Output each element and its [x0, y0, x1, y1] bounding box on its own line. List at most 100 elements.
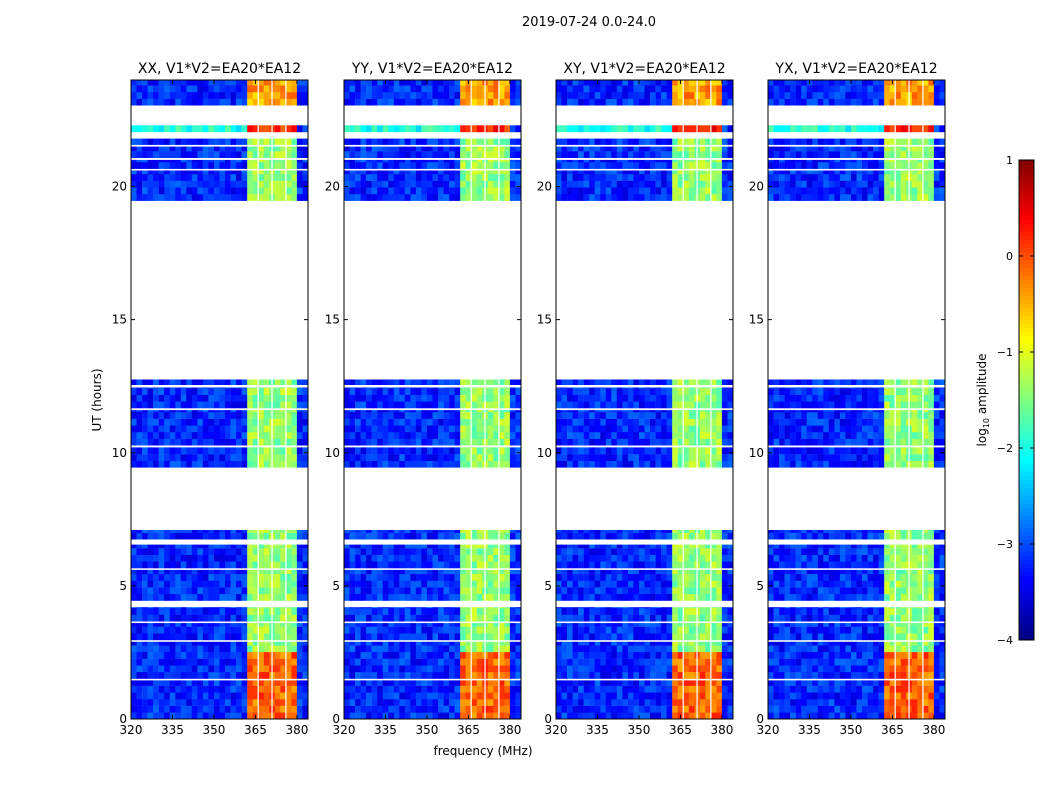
heatmap-cell — [302, 685, 309, 693]
heatmap-cell — [153, 608, 159, 615]
heatmap-cell — [230, 194, 237, 201]
heatmap-cell — [360, 162, 367, 169]
heatmap-cell — [393, 180, 400, 188]
heatmap-cell — [136, 633, 143, 641]
heatmap-cell — [191, 607, 198, 609]
heatmap-cell — [465, 573, 472, 581]
heatmap-cell — [438, 665, 444, 673]
heatmap-cell — [382, 170, 389, 175]
heatmap-cell — [594, 626, 601, 634]
heatmap-cell — [493, 658, 500, 666]
heatmap-cell — [202, 641, 209, 646]
heatmap-cell — [366, 187, 372, 195]
heatmap-cell — [186, 712, 193, 720]
heatmap-cell — [622, 658, 629, 666]
heatmap-cell — [454, 170, 461, 175]
heatmap-cell — [153, 561, 159, 569]
heatmap-cell — [291, 651, 298, 659]
heatmap-cell — [377, 180, 383, 188]
heatmap-cell — [498, 394, 505, 402]
heatmap-cell — [296, 454, 303, 461]
heatmap-cell — [454, 80, 461, 86]
heatmap-cell — [572, 548, 579, 555]
heatmap-cell — [393, 554, 400, 562]
heatmap-cell — [515, 92, 522, 99]
heatmap-cell — [225, 530, 231, 533]
heatmap-cell — [296, 671, 303, 679]
heatmap-cell — [404, 379, 411, 385]
heatmap-cell — [131, 685, 137, 693]
heatmap-cell — [349, 418, 356, 426]
heatmap-cell — [186, 580, 193, 588]
heatmap-cell — [274, 651, 281, 659]
heatmap-cell — [382, 641, 389, 646]
heatmap-cell — [515, 554, 522, 562]
heatmap-cell — [241, 401, 248, 409]
heatmap-cell — [225, 454, 231, 461]
heatmap-cell — [202, 548, 209, 555]
heatmap-cell — [388, 645, 395, 653]
heatmap-cell — [169, 401, 176, 409]
heatmap-cell — [688, 692, 695, 700]
heatmap-cell — [421, 587, 428, 595]
heatmap-cell — [349, 626, 356, 634]
heatmap-cell — [349, 92, 356, 99]
heatmap-cell — [180, 665, 187, 673]
heatmap-cell — [247, 548, 253, 555]
heatmap-cell — [388, 162, 395, 169]
heatmap-cell — [616, 593, 623, 601]
heatmap-cell — [404, 159, 411, 163]
heatmap-cell — [688, 712, 695, 720]
heatmap-cell — [509, 194, 516, 201]
heatmap-cell — [263, 438, 270, 446]
heatmap-cell — [476, 645, 483, 653]
heatmap-cell — [666, 680, 673, 686]
heatmap-cell — [616, 692, 623, 700]
heatmap-cell — [344, 159, 350, 163]
heatmap-cell — [476, 530, 483, 533]
heatmap-cell — [438, 587, 444, 595]
heatmap-cell — [487, 125, 494, 133]
heatmap-cell — [197, 680, 204, 686]
heatmap-cell — [622, 705, 629, 713]
heatmap-cell — [627, 561, 634, 569]
heatmap-cell — [344, 410, 350, 413]
heatmap-cell — [410, 593, 417, 601]
heatmap-cell — [355, 174, 361, 181]
heatmap-cell — [258, 138, 264, 145]
heatmap-cell — [666, 685, 673, 693]
heatmap-cell — [236, 85, 242, 93]
heatmap-cell — [427, 680, 433, 686]
heatmap-cell — [493, 692, 500, 700]
heatmap-cell — [415, 645, 422, 653]
heatmap-cell — [225, 379, 231, 385]
heatmap-cell — [487, 548, 494, 555]
heatmap-cell — [644, 712, 651, 720]
heatmap-cell — [291, 530, 298, 533]
heatmap-cell — [274, 593, 281, 601]
heatmap-cell — [131, 170, 137, 175]
heatmap-cell — [633, 580, 640, 588]
heatmap-cell — [252, 699, 259, 706]
heatmap-cell — [252, 447, 259, 455]
heatmap-cell — [509, 608, 516, 615]
heatmap-cell — [175, 554, 182, 562]
heatmap-cell — [432, 587, 439, 595]
heatmap-cell — [355, 418, 361, 426]
heatmap-cell — [493, 580, 500, 588]
heatmap-cell — [197, 85, 204, 93]
heatmap-cell — [136, 460, 143, 468]
heatmap-cell — [454, 658, 461, 666]
heatmap-cell — [415, 607, 422, 609]
heatmap-cell — [639, 544, 645, 549]
heatmap-cell — [515, 593, 522, 601]
heatmap-cell — [487, 151, 494, 158]
heatmap-cell — [296, 593, 303, 601]
heatmap-cell — [393, 561, 400, 569]
heatmap-cell — [302, 548, 309, 555]
heatmap-cell — [247, 180, 253, 188]
heatmap-cell — [230, 174, 237, 181]
heatmap-cell — [415, 432, 422, 439]
heatmap-cell — [158, 561, 165, 569]
heatmap-cell — [219, 159, 226, 163]
